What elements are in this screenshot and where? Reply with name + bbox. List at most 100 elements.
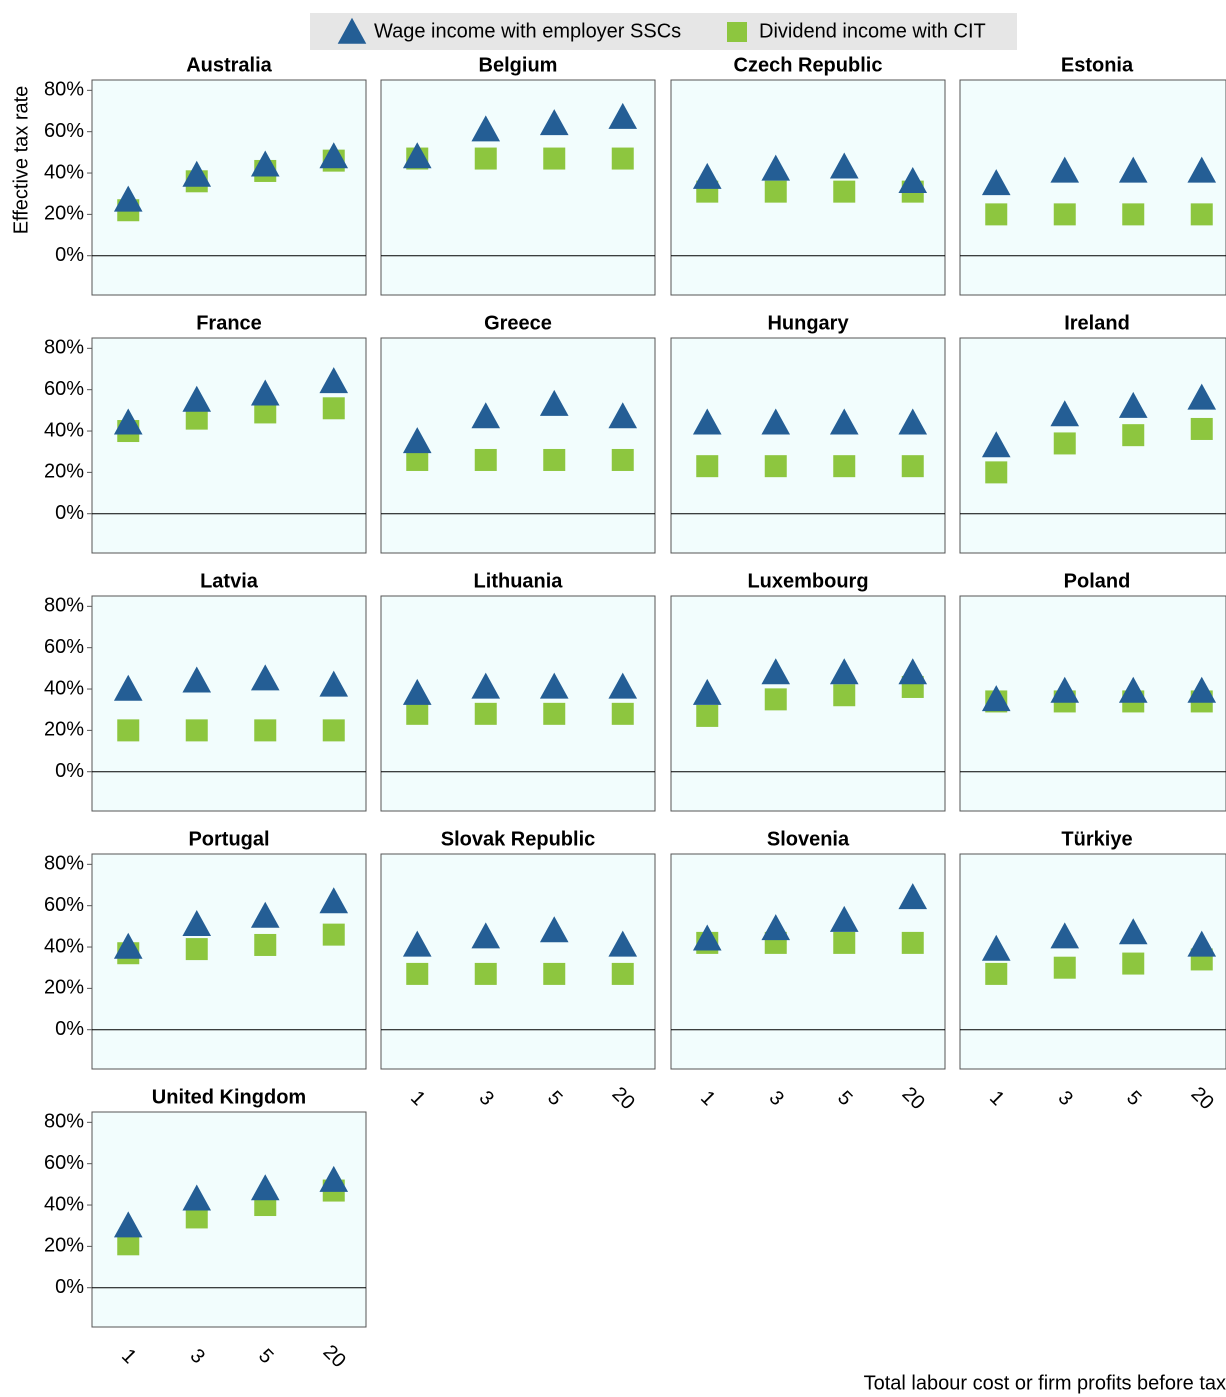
square-marker	[1190, 203, 1213, 226]
x-tick-label: 20	[319, 1341, 350, 1372]
x-tick-label: 3	[1054, 1087, 1077, 1110]
square-marker	[985, 461, 1008, 484]
triangle-marker	[608, 102, 638, 129]
y-tick-label: 60%	[44, 1152, 84, 1174]
triangle-marker	[402, 142, 432, 169]
triangle-marker	[471, 402, 501, 429]
triangle-marker	[182, 1184, 212, 1211]
triangle-marker	[1118, 676, 1148, 703]
square-marker	[1190, 417, 1213, 440]
triangle-marker	[250, 901, 280, 928]
y-tick-label: 0%	[55, 1018, 84, 1040]
square-marker	[611, 448, 634, 471]
triangle-marker	[250, 150, 280, 177]
triangle-marker	[319, 1165, 349, 1192]
y-tick-label: 40%	[44, 935, 84, 957]
x-tick-label: 5	[254, 1345, 277, 1368]
y-tick-label: 60%	[44, 636, 84, 658]
square-marker	[474, 448, 497, 471]
square-marker	[185, 938, 208, 961]
triangle-marker	[1187, 156, 1217, 183]
triangle-marker	[319, 142, 349, 169]
triangle-marker	[471, 922, 501, 949]
panel-title: United Kingdom	[152, 1086, 306, 1108]
triangle-marker	[761, 914, 791, 941]
triangle-marker	[608, 672, 638, 699]
x-tick-label: 5	[1122, 1087, 1145, 1110]
panel-title: Latvia	[200, 570, 259, 592]
square-marker	[322, 923, 345, 946]
triangle-marker	[898, 883, 928, 910]
triangle-marker	[1187, 383, 1217, 410]
square-marker	[185, 1206, 208, 1229]
triangle-marker	[182, 160, 212, 187]
x-tick-label: 1	[696, 1087, 719, 1110]
x-tick-label: 5	[833, 1087, 856, 1110]
panel-title: France	[196, 312, 262, 334]
panel	[959, 337, 1226, 554]
triangle-marker	[692, 162, 722, 189]
panel-title: Ireland	[1064, 312, 1130, 334]
triangle-marker	[692, 408, 722, 435]
y-tick-label: 20%	[44, 1235, 84, 1257]
triangle-marker	[113, 1211, 143, 1238]
square-marker	[254, 933, 277, 956]
panel-title: Portugal	[188, 828, 269, 850]
triangle-marker	[981, 169, 1011, 196]
square-marker	[117, 719, 140, 742]
triangle-marker	[250, 1174, 280, 1201]
triangle-marker	[1050, 400, 1080, 427]
panel-title: Türkiye	[1061, 828, 1132, 850]
panel-title: Greece	[484, 312, 552, 334]
x-tick-label: 20	[1187, 1083, 1218, 1114]
panel-title: Czech Republic	[734, 54, 883, 76]
triangle-marker	[250, 379, 280, 406]
triangle-marker	[898, 408, 928, 435]
y-tick-label: 60%	[44, 120, 84, 142]
panel-title: Hungary	[767, 312, 849, 334]
square-marker	[474, 702, 497, 725]
square-marker	[543, 702, 566, 725]
triangle-marker	[1187, 930, 1217, 957]
y-tick-label: 80%	[44, 337, 84, 359]
x-tick-label: 1	[117, 1345, 140, 1368]
triangle-marker	[761, 408, 791, 435]
panel-title: Slovak Republic	[441, 828, 596, 850]
square-marker	[254, 401, 277, 424]
x-tick-label: 5	[543, 1087, 566, 1110]
panel	[959, 853, 1226, 1070]
triangle-marker	[539, 916, 569, 943]
square-marker	[406, 448, 429, 471]
x-tick-label: 3	[186, 1345, 209, 1368]
triangle-marker	[182, 385, 212, 412]
triangle-marker	[113, 674, 143, 701]
square-marker	[322, 397, 345, 420]
x-tick-label: 3	[765, 1087, 788, 1110]
triangle-marker	[692, 678, 722, 705]
square-marker	[543, 147, 566, 170]
triangle-marker	[829, 152, 859, 179]
triangle-marker	[1118, 156, 1148, 183]
y-tick-label: 40%	[44, 161, 84, 183]
y-tick-label: 40%	[44, 677, 84, 699]
legend-marker	[727, 22, 747, 42]
triangle-marker	[182, 666, 212, 693]
square-marker	[1122, 952, 1145, 975]
triangle-marker	[1050, 922, 1080, 949]
triangle-marker	[981, 934, 1011, 961]
square-marker	[185, 407, 208, 430]
square-marker	[1053, 203, 1076, 226]
panel	[380, 853, 656, 1070]
x-tick-label: 1	[406, 1087, 429, 1110]
panel-title: Poland	[1064, 570, 1131, 592]
triangle-marker	[981, 431, 1011, 458]
triangle-marker	[250, 664, 280, 691]
square-marker	[901, 931, 924, 954]
triangle-marker	[898, 658, 928, 685]
square-marker	[543, 962, 566, 985]
square-marker	[985, 962, 1008, 985]
y-axis-label: Effective tax rate	[10, 86, 32, 235]
panel	[91, 79, 367, 296]
panel-title: Lithuania	[474, 570, 564, 592]
